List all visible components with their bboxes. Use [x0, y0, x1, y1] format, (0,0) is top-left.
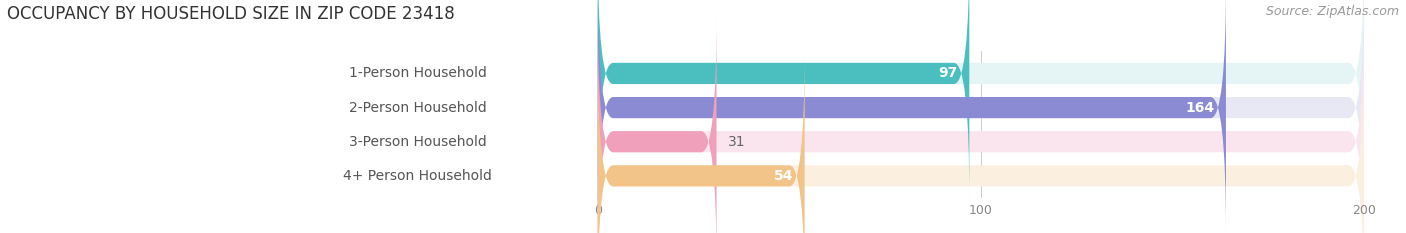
Text: 31: 31 [728, 135, 745, 149]
Text: 164: 164 [1185, 101, 1215, 115]
Text: 3-Person Household: 3-Person Household [349, 135, 486, 149]
FancyBboxPatch shape [598, 0, 969, 199]
FancyBboxPatch shape [598, 0, 1226, 233]
Text: 2-Person Household: 2-Person Household [349, 101, 486, 115]
Text: OCCUPANCY BY HOUSEHOLD SIZE IN ZIP CODE 23418: OCCUPANCY BY HOUSEHOLD SIZE IN ZIP CODE … [7, 5, 454, 23]
FancyBboxPatch shape [598, 16, 1364, 233]
Text: 4+ Person Household: 4+ Person Household [343, 169, 492, 183]
FancyBboxPatch shape [598, 0, 1364, 199]
Text: 1-Person Household: 1-Person Household [349, 66, 486, 80]
Text: 54: 54 [773, 169, 793, 183]
FancyBboxPatch shape [598, 16, 717, 233]
FancyBboxPatch shape [598, 0, 1364, 233]
Text: Source: ZipAtlas.com: Source: ZipAtlas.com [1265, 5, 1399, 18]
FancyBboxPatch shape [598, 50, 1364, 233]
FancyBboxPatch shape [598, 50, 804, 233]
Text: 97: 97 [939, 66, 957, 80]
